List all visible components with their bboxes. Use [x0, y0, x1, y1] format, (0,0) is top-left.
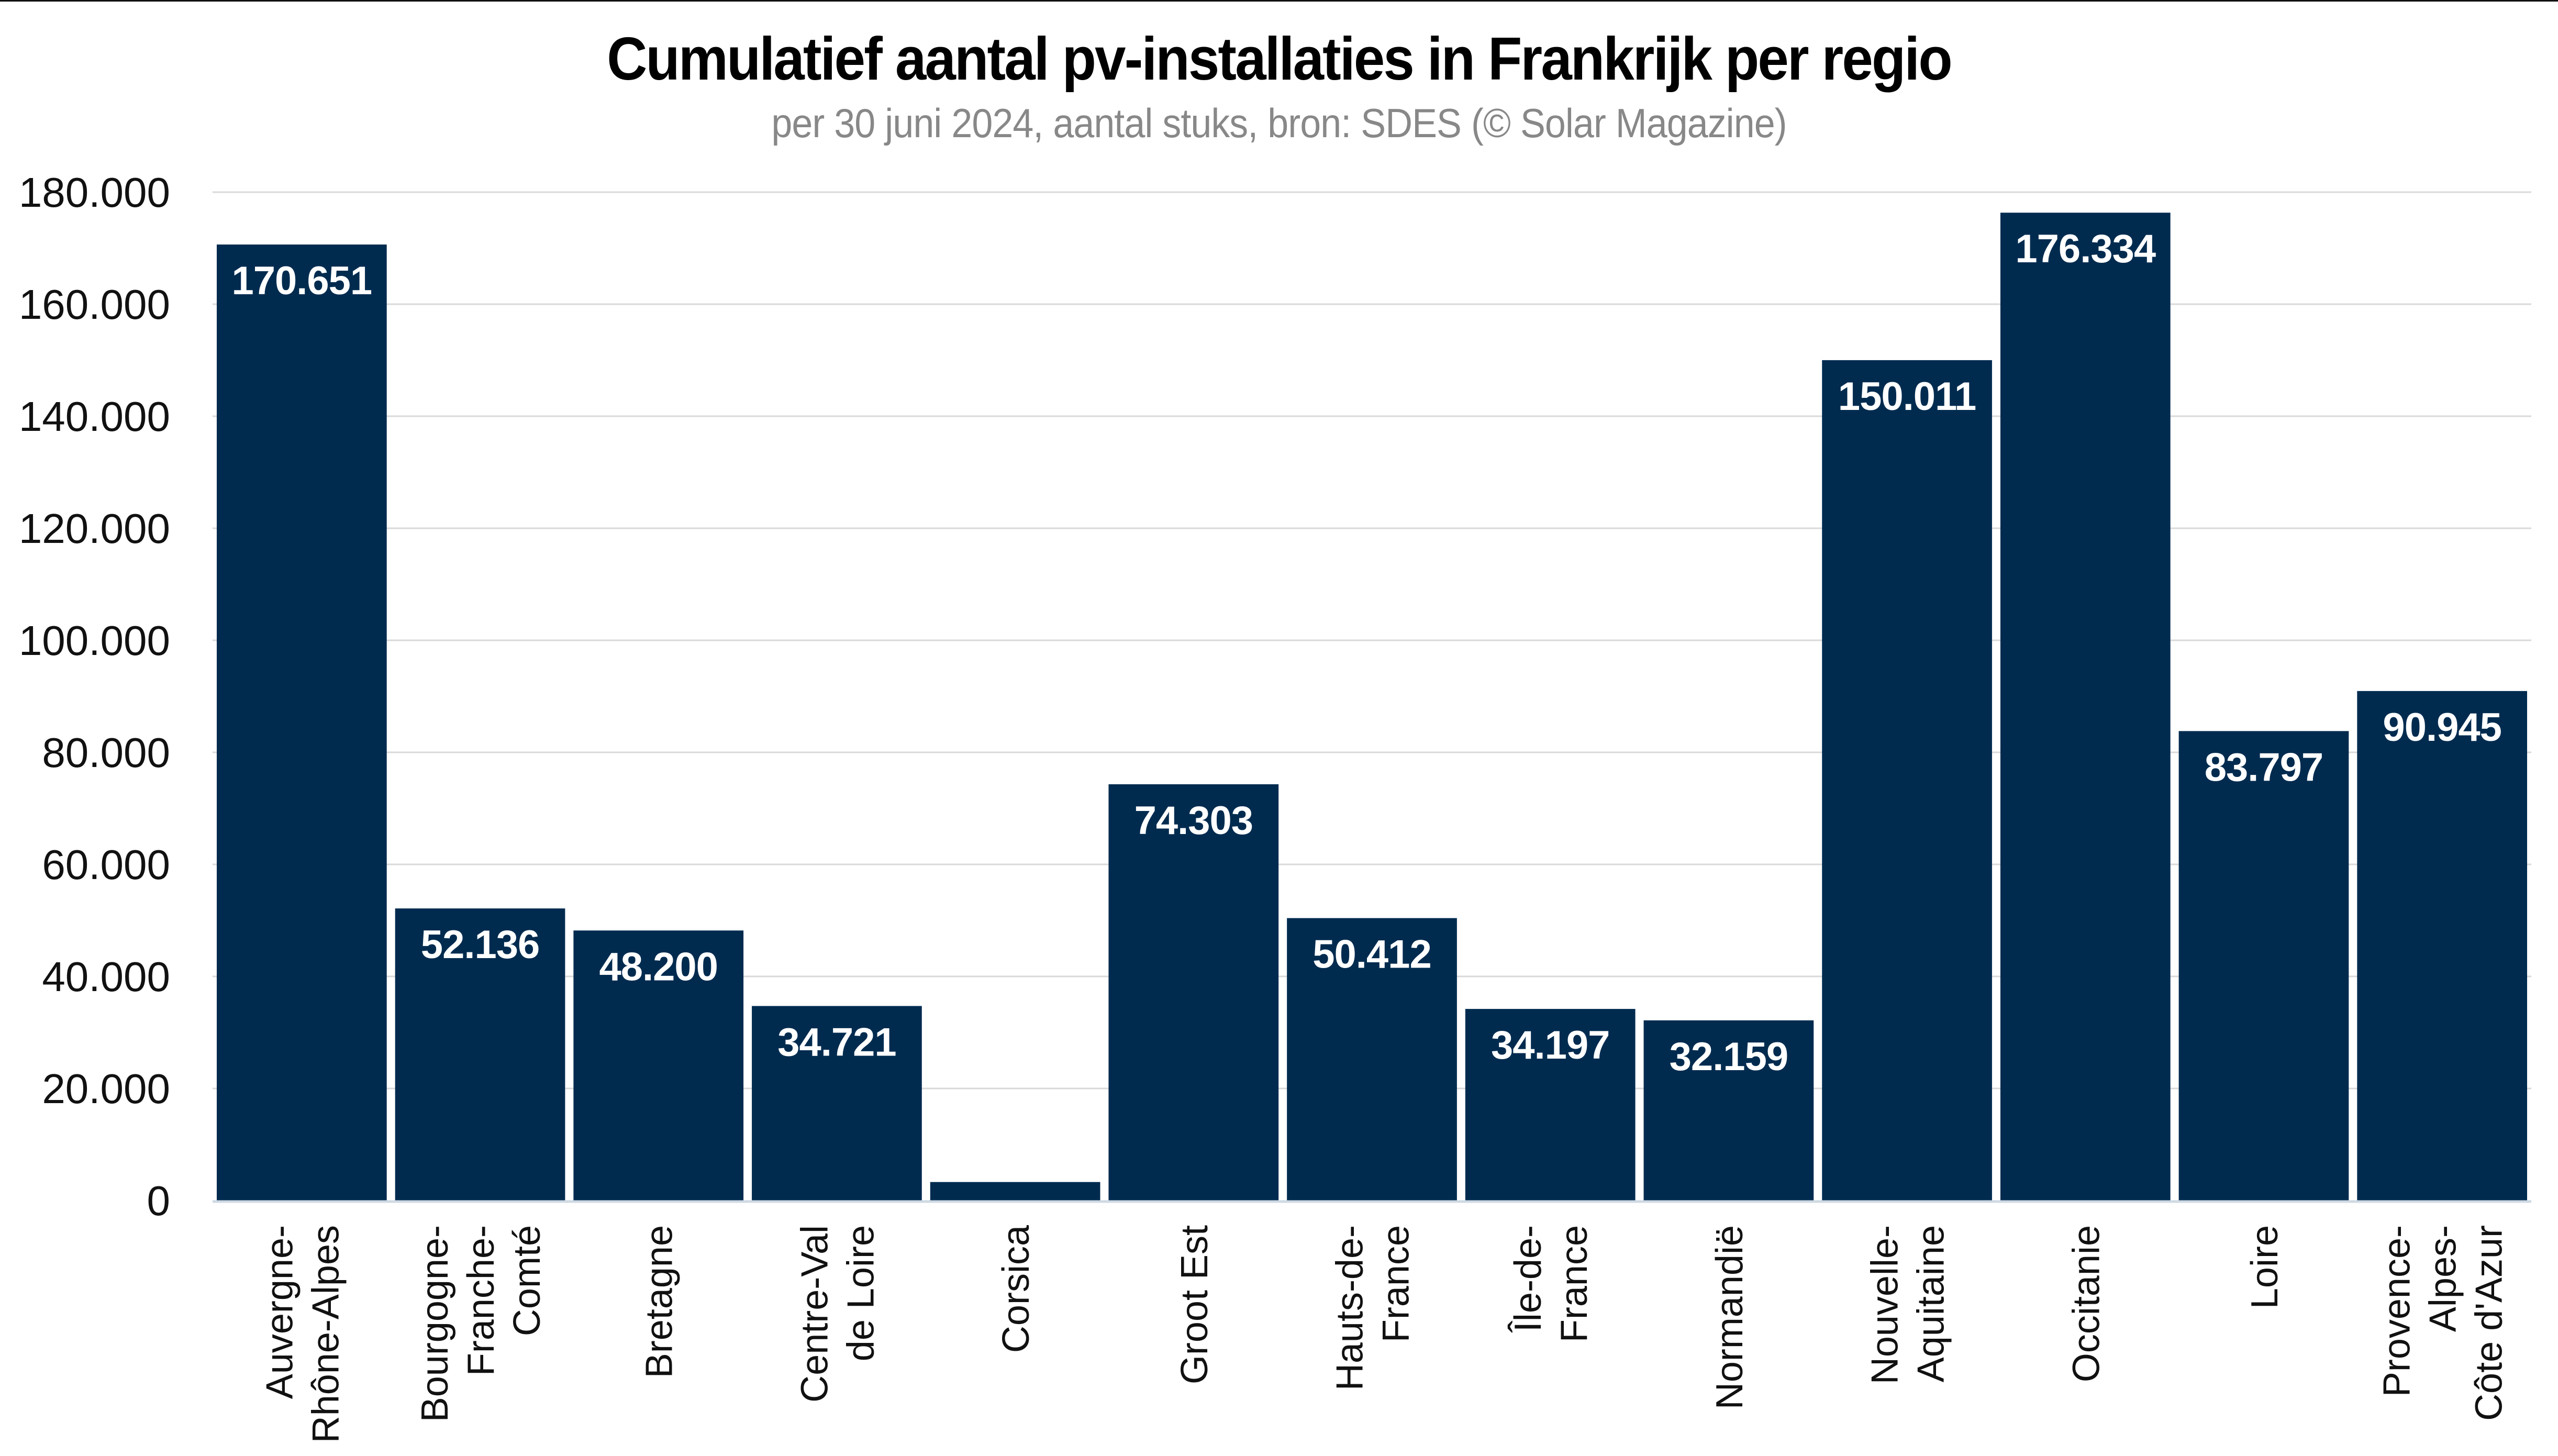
x-tick-label-line: Comté	[506, 1225, 548, 1336]
x-tick-label-line: Groot Est	[1174, 1225, 1216, 1384]
x-tick-label: Centre-Val de Loire	[794, 1225, 882, 1403]
x-tick-label: Auvergne- Rhône-Alpes	[259, 1225, 347, 1443]
x-tick-label-line: Nouvelle-	[1864, 1225, 1906, 1384]
x-tick-label-line: Loire	[2244, 1225, 2286, 1309]
bar	[2000, 213, 2171, 1201]
x-tick-label: Loire	[2244, 1225, 2286, 1309]
x-tick-label-line: Centre-Val	[794, 1225, 836, 1403]
x-tick-label-line: Bretagne	[639, 1225, 681, 1378]
x-tick-label: Groot Est	[1174, 1225, 1216, 1384]
y-tick-label: 80.000	[42, 729, 170, 776]
data-label: 74.303	[1135, 798, 1253, 843]
data-label: 34.721	[777, 1020, 896, 1064]
top-border	[0, 0, 2558, 2]
bar	[1822, 360, 1992, 1201]
y-tick-label: 120.000	[19, 505, 170, 552]
x-tick-label: Bretagne	[639, 1225, 681, 1378]
bar	[395, 908, 565, 1201]
data-label: 176.334	[2015, 227, 2155, 271]
data-label: 170.651	[231, 259, 372, 303]
x-tick-label: Île-de- France	[1507, 1225, 1595, 1342]
bar	[1643, 1020, 1814, 1201]
x-tick-label: Bourgogne- Franche- Comté	[414, 1225, 548, 1422]
x-tick-label-line: Normandië	[1709, 1225, 1751, 1409]
y-tick-label: 180.000	[19, 169, 170, 216]
x-tick-label-line: Île-de-	[1507, 1225, 1549, 1333]
y-tick-label: 160.000	[19, 281, 170, 328]
x-tick-label: Provence- Alpes- Côte d'Azur	[2376, 1225, 2510, 1421]
data-label: 52.136	[421, 922, 539, 967]
x-tick-label-line: Hauts-de-	[1329, 1225, 1371, 1391]
x-tick-label-line: de Loire	[840, 1225, 882, 1361]
y-axis: 0 20.000 40.000 60.000 80.000 100.000 120.000 1…	[19, 169, 170, 1224]
bar	[1108, 784, 1279, 1201]
bar	[2357, 691, 2527, 1201]
data-labels: 170.651 52.136 48.200 34.721 74.303 50.412 34.…	[231, 227, 2501, 1079]
bar	[1465, 1009, 1636, 1201]
x-axis: Auvergne- Rhône-Alpes Bourgogne- Franche- Co…	[259, 1225, 2510, 1443]
x-tick-label: Corsica	[995, 1225, 1037, 1353]
y-tick-label: 100.000	[19, 617, 170, 664]
x-tick-label-line: Rhône-Alpes	[305, 1225, 347, 1443]
x-tick-label: Occitanie	[2065, 1225, 2107, 1382]
x-tick-label-line: Provence-	[2376, 1225, 2418, 1397]
x-tick-label: Nouvelle- Aquitaine	[1864, 1225, 1952, 1384]
x-tick-label: Normandië	[1709, 1225, 1751, 1409]
y-tick-label: 140.000	[19, 393, 170, 440]
data-label: 90.945	[2383, 705, 2501, 750]
x-tick-label-line: Franche-	[460, 1225, 502, 1376]
chart-subtitle: per 30 juni 2024, aantal stuks, bron: SD…	[771, 100, 1787, 146]
bar	[217, 244, 387, 1201]
data-label: 50.412	[1313, 932, 1431, 977]
x-tick-label-line: Bourgogne-	[414, 1225, 456, 1422]
x-tick-label-line: France	[1375, 1225, 1417, 1342]
x-tick-label-line: Côte d'Azur	[2468, 1225, 2510, 1421]
y-tick-label: 60.000	[42, 841, 170, 888]
data-label: 83.797	[2205, 745, 2323, 790]
bar	[752, 1006, 922, 1201]
data-label: 150.011	[1838, 374, 1976, 419]
bar	[573, 930, 744, 1201]
data-label: 34.197	[1491, 1023, 1609, 1068]
x-tick-label-line: Occitanie	[2065, 1225, 2107, 1382]
bar	[1287, 918, 1457, 1201]
x-tick-label-line: Aquitaine	[1910, 1225, 1952, 1382]
x-tick-label-line: Alpes-	[2422, 1225, 2464, 1332]
x-tick-label-line: Auvergne-	[259, 1225, 301, 1399]
y-tick-label: 40.000	[42, 953, 170, 1000]
bars	[217, 213, 2527, 1201]
x-tick-label-line: France	[1553, 1225, 1595, 1342]
bar	[2178, 731, 2349, 1201]
y-tick-label: 0	[147, 1177, 171, 1224]
y-tick-label: 20.000	[42, 1065, 170, 1112]
chart-title: Cumulatief aantal pv-installaties in Fra…	[607, 25, 1952, 93]
data-label: 32.159	[1670, 1035, 1788, 1079]
x-tick-label: Hauts-de- France	[1329, 1225, 1417, 1391]
x-tick-label-line: Corsica	[995, 1225, 1037, 1353]
data-label: 48.200	[599, 944, 718, 989]
bar	[930, 1182, 1100, 1201]
